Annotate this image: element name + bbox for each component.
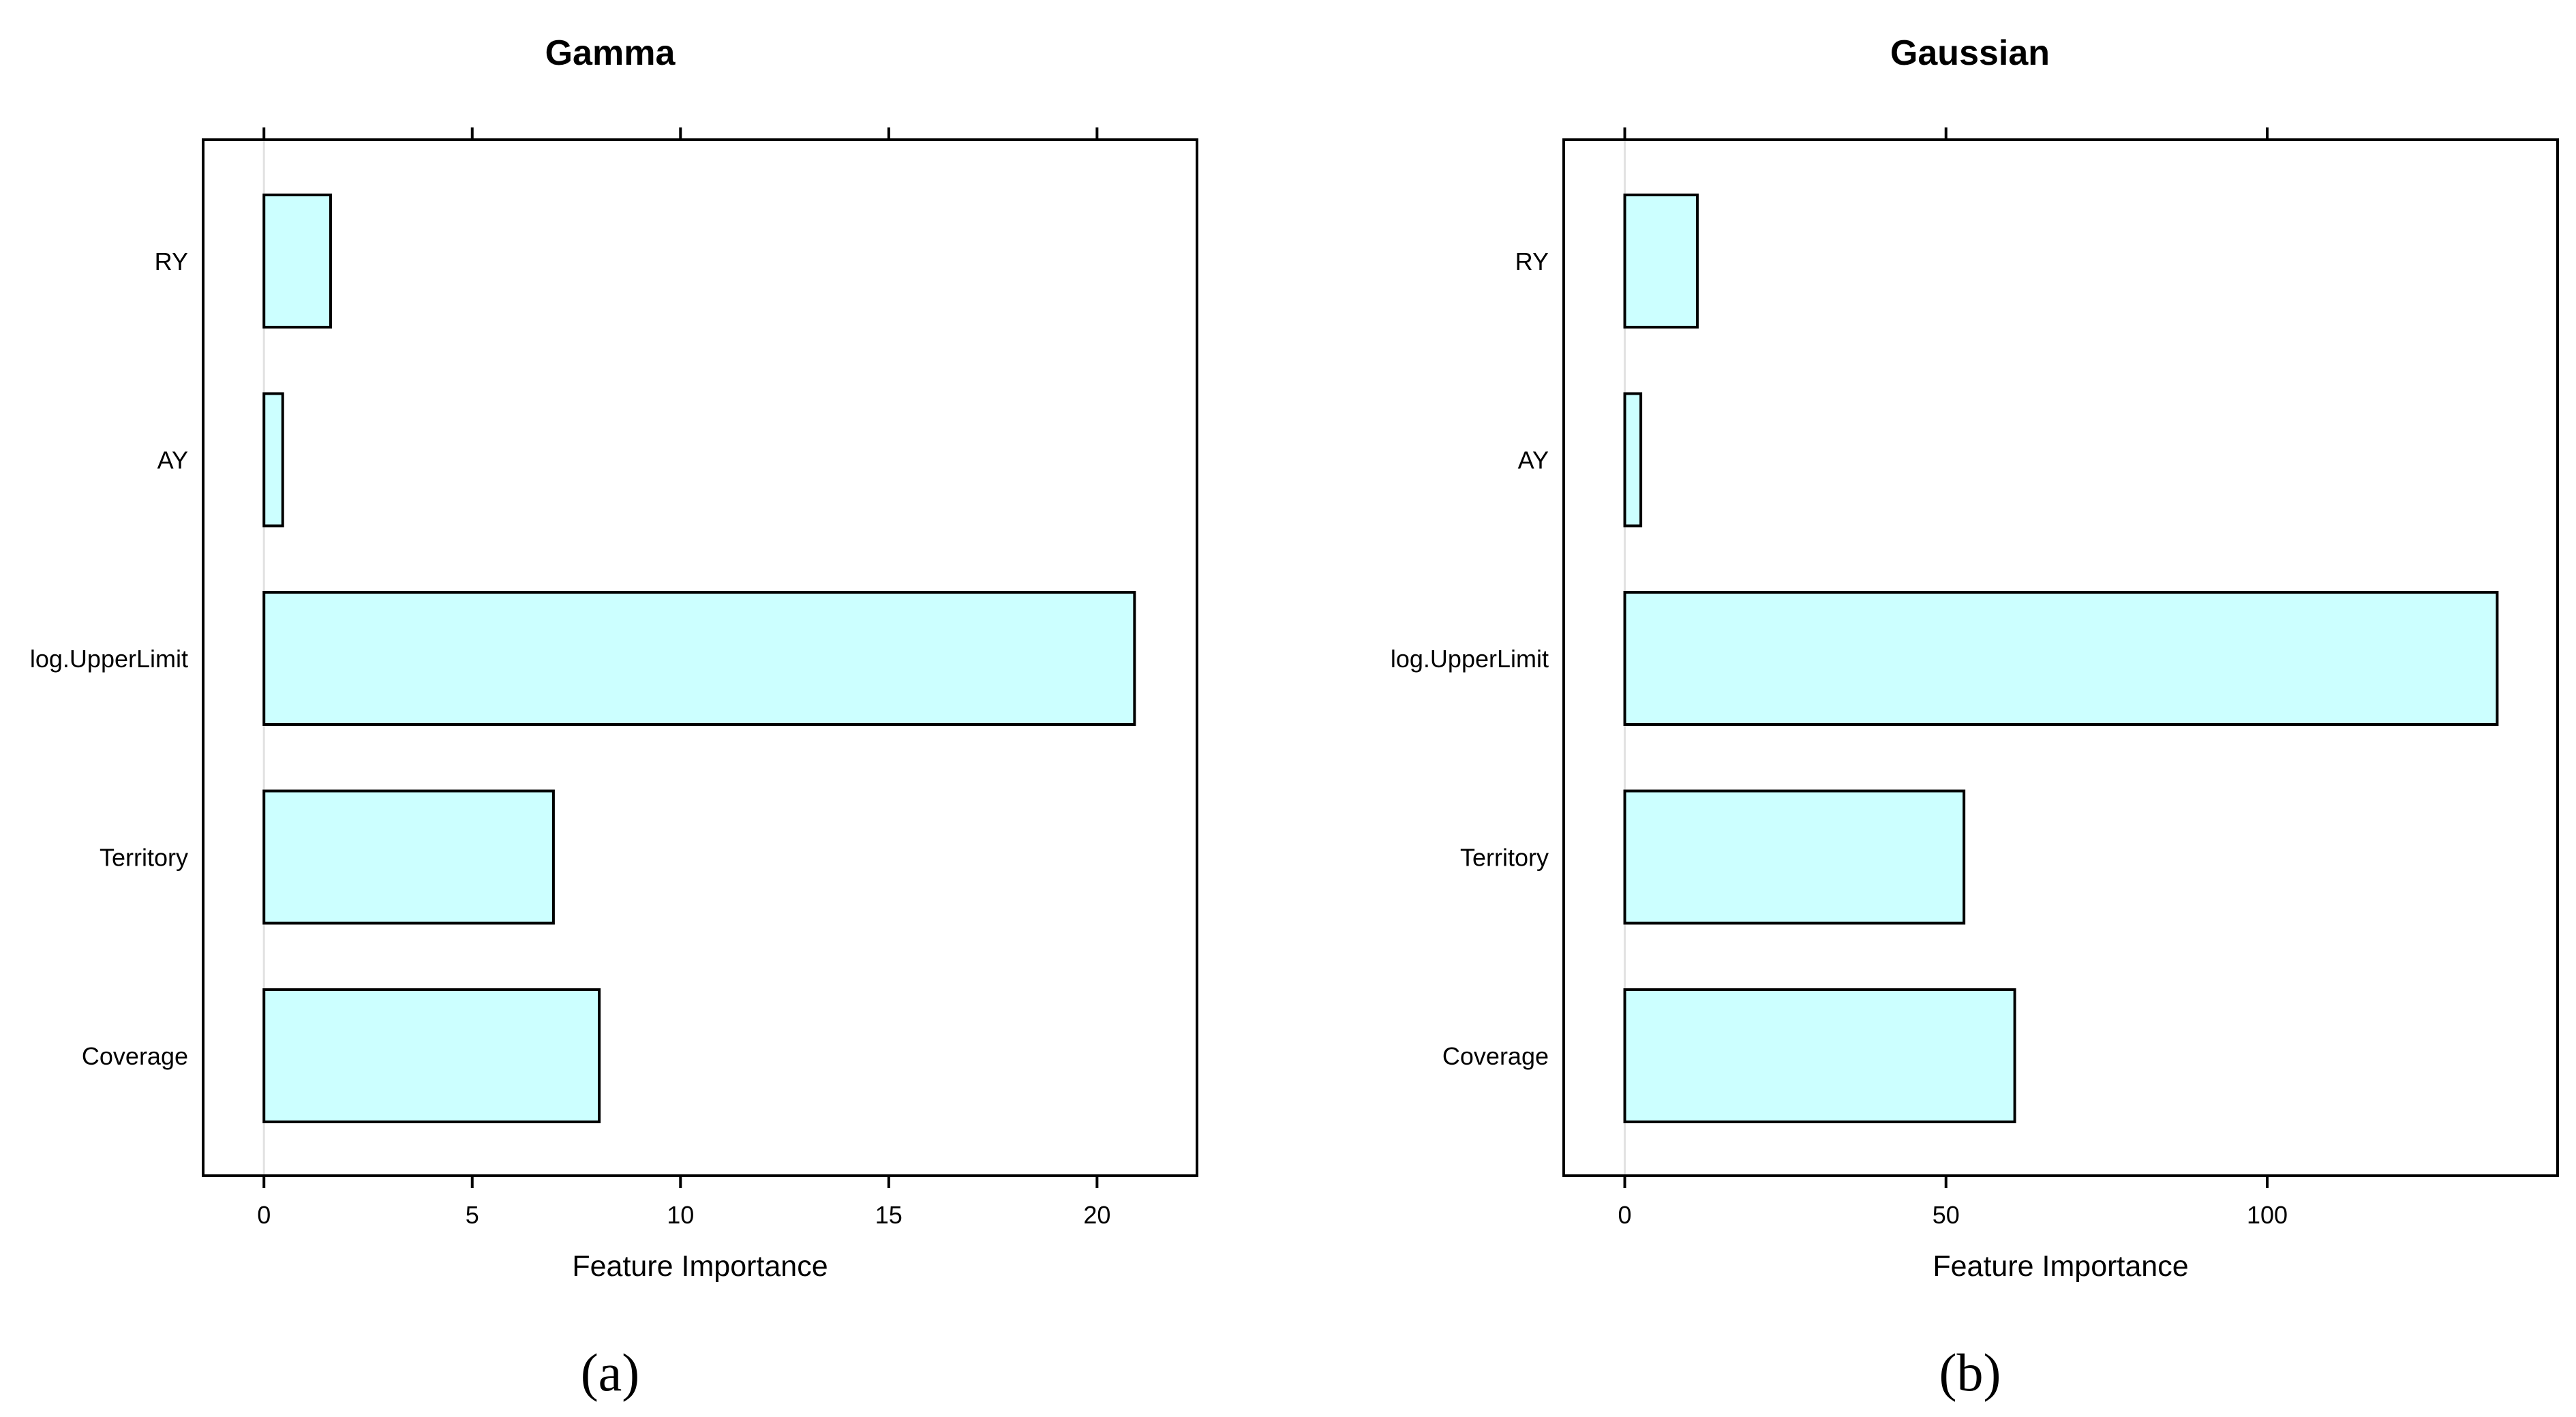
x-tick-label: 0 (1618, 1201, 1632, 1229)
bar-coverage (262, 988, 601, 1123)
category-label: RY (155, 247, 188, 275)
x-axis-ticks: 0 5 10 15 20 (257, 127, 1110, 1229)
bar-ay (262, 392, 284, 528)
panel-label: (a) (581, 1343, 640, 1402)
category-labels: RY AY log.UpperLimit Territory Coverage (30, 247, 188, 1070)
category-label: AY (1518, 446, 1549, 474)
bar-coverage (1623, 988, 2016, 1123)
x-tick-label: 10 (667, 1201, 694, 1229)
bars (1623, 194, 2499, 1123)
category-label: AY (157, 446, 188, 474)
chart-title: Gaussian (1890, 33, 2050, 73)
panel-gamma: Gamma 0 5 10 15 20 RY AY log.UpperLimit Territo… (30, 33, 1198, 1402)
category-label: Coverage (82, 1042, 188, 1070)
bar-ry (262, 194, 332, 329)
x-tick-label: 20 (1083, 1201, 1110, 1229)
bar-log-upperlimit (1623, 591, 2499, 726)
x-tick-label: 100 (2247, 1201, 2288, 1229)
category-label: Coverage (1442, 1042, 1549, 1070)
x-tick-label: 5 (466, 1201, 479, 1229)
plot-frame (1562, 138, 2559, 1177)
bar-ry (1623, 194, 1699, 329)
x-tick-label: 0 (257, 1201, 271, 1229)
panel-gaussian: Gaussian 0 50 100 RY AY log.UpperLimit Territ… (1391, 33, 2559, 1402)
bar-log-upperlimit (262, 591, 1136, 726)
panel-label: (b) (1939, 1343, 2001, 1402)
bar-ay (1623, 392, 1643, 528)
plot-frame (202, 138, 1198, 1177)
x-tick-label: 15 (875, 1201, 903, 1229)
category-label: RY (1515, 247, 1549, 275)
bar-territory (262, 789, 555, 925)
bar-territory (1623, 789, 1966, 925)
category-label: Territory (100, 844, 188, 872)
category-label: log.UpperLimit (30, 645, 188, 673)
x-axis-label: Feature Importance (572, 1250, 828, 1283)
chart-title: Gamma (545, 33, 676, 73)
category-label: log.UpperLimit (1391, 645, 1549, 673)
category-labels: RY AY log.UpperLimit Territory Coverage (1391, 247, 1549, 1070)
x-axis-ticks: 0 50 100 (1618, 127, 2288, 1229)
bars (262, 194, 1136, 1123)
category-label: Territory (1460, 844, 1549, 872)
x-axis-label: Feature Importance (1933, 1250, 2188, 1283)
x-tick-label: 50 (1933, 1201, 1960, 1229)
